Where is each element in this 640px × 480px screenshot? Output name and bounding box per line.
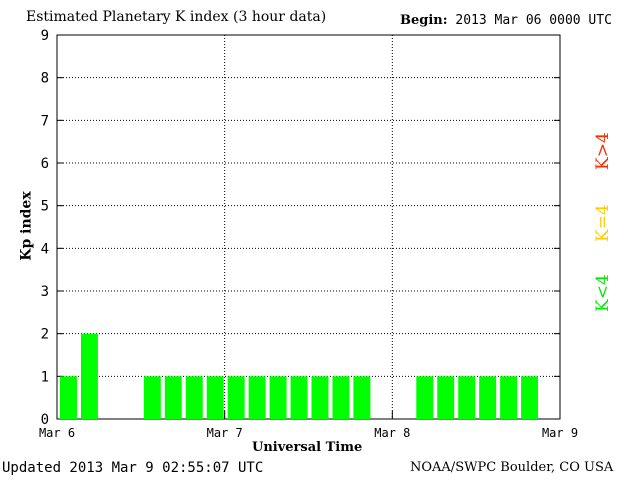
begin-value: 2013 Mar 06 0000 UTC <box>455 13 612 28</box>
x-axis-label: Universal Time <box>252 440 363 455</box>
y-tick-label: 7 <box>41 113 49 129</box>
kp-bar <box>311 376 329 419</box>
x-tick-label: Mar 8 <box>374 426 410 440</box>
y-tick-label: 5 <box>41 199 49 215</box>
kp-bar <box>143 376 161 419</box>
kp-bar <box>227 376 245 419</box>
chart-title: Estimated Planetary K index (3 hour data… <box>26 9 327 25</box>
y-tick-label: 0 <box>41 412 49 428</box>
kp-bar <box>248 376 266 419</box>
y-tick-label: 8 <box>41 71 49 87</box>
kp-bar <box>60 376 77 419</box>
updated-timestamp: Updated 2013 Mar 9 02:55:07 UTC <box>2 460 264 476</box>
begin-time: Begin: 2013 Mar 06 0000 UTC <box>400 13 612 28</box>
kp-bar <box>269 376 287 419</box>
begin-label: Begin: <box>400 13 448 28</box>
kp-bar <box>437 376 455 419</box>
kp-bar <box>164 376 182 419</box>
y-tick-label: 9 <box>41 28 49 44</box>
legend-k-equal-4: K=4 <box>593 204 613 242</box>
y-axis-label: Kp index <box>18 191 35 261</box>
y-tick-label: 2 <box>41 327 49 343</box>
y-tick-label: 3 <box>41 284 49 300</box>
kp-bar <box>500 376 518 419</box>
kp-bar <box>521 376 539 419</box>
kp-bar <box>458 376 476 419</box>
x-tick-label: Mar 7 <box>207 426 243 440</box>
x-tick-label: Mar 6 <box>39 426 75 440</box>
x-tick-label: Mar 9 <box>542 426 578 440</box>
organization-label: NOAA/SWPC Boulder, CO USA <box>410 460 614 475</box>
legend-k-greater-4: K>4 <box>593 132 613 170</box>
kp-bar <box>416 376 434 419</box>
kp-bar <box>332 376 350 419</box>
plot-frame <box>56 34 561 420</box>
legend-k-less-4: K<4 <box>593 274 613 312</box>
y-tick-label: 4 <box>41 241 49 257</box>
y-tick-label: 1 <box>41 369 49 385</box>
kp-bar <box>80 333 98 419</box>
kp-bar <box>353 376 371 419</box>
kp-bar <box>479 376 497 419</box>
kp-bar <box>206 376 224 419</box>
kp-bar <box>290 376 308 419</box>
y-tick-label: 6 <box>41 156 49 172</box>
kp-bar <box>185 376 203 419</box>
